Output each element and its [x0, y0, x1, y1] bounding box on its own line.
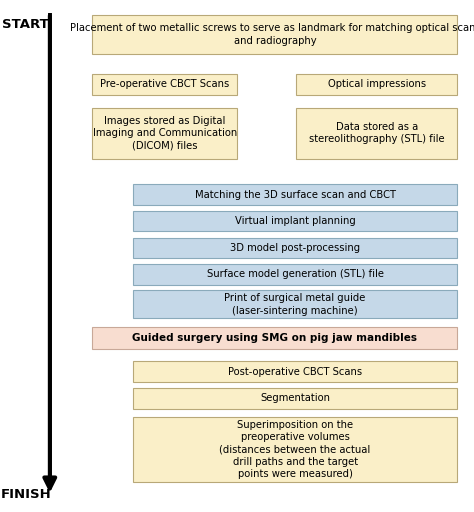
- Text: 3D model post-processing: 3D model post-processing: [230, 243, 360, 253]
- Text: Surface model generation (STL) file: Surface model generation (STL) file: [207, 269, 383, 280]
- FancyBboxPatch shape: [133, 361, 457, 382]
- FancyBboxPatch shape: [92, 15, 457, 54]
- FancyBboxPatch shape: [92, 108, 237, 159]
- FancyBboxPatch shape: [133, 290, 457, 318]
- FancyBboxPatch shape: [133, 388, 457, 409]
- FancyBboxPatch shape: [92, 74, 237, 95]
- FancyBboxPatch shape: [133, 211, 457, 231]
- FancyBboxPatch shape: [133, 417, 457, 482]
- Text: Pre-operative CBCT Scans: Pre-operative CBCT Scans: [100, 79, 229, 90]
- Text: Guided surgery using SMG on pig jaw mandibles: Guided surgery using SMG on pig jaw mand…: [132, 333, 418, 343]
- Text: Placement of two metallic screws to serve as landmark for matching optical scans: Placement of two metallic screws to serv…: [70, 24, 474, 46]
- Text: FINISH: FINISH: [1, 488, 52, 501]
- FancyBboxPatch shape: [296, 74, 457, 95]
- FancyBboxPatch shape: [92, 327, 457, 349]
- Text: Data stored as a
stereolithography (STL) file: Data stored as a stereolithography (STL)…: [309, 122, 445, 144]
- Text: Post-operative CBCT Scans: Post-operative CBCT Scans: [228, 367, 362, 377]
- Text: Matching the 3D surface scan and CBCT: Matching the 3D surface scan and CBCT: [194, 189, 396, 200]
- Text: Images stored as Digital
Imaging and Communication
(DICOM) files: Images stored as Digital Imaging and Com…: [92, 116, 237, 151]
- Text: Segmentation: Segmentation: [260, 393, 330, 403]
- Text: START: START: [2, 18, 49, 31]
- FancyBboxPatch shape: [133, 184, 457, 205]
- FancyBboxPatch shape: [133, 264, 457, 285]
- FancyBboxPatch shape: [133, 238, 457, 258]
- Text: Print of surgical metal guide
(laser-sintering machine): Print of surgical metal guide (laser-sin…: [224, 293, 366, 315]
- FancyBboxPatch shape: [296, 108, 457, 159]
- Text: Virtual implant planning: Virtual implant planning: [235, 216, 356, 226]
- Text: Superimposition on the
preoperative volumes
(distances between the actual
drill : Superimposition on the preoperative volu…: [219, 420, 371, 479]
- Text: Optical impressions: Optical impressions: [328, 79, 426, 90]
